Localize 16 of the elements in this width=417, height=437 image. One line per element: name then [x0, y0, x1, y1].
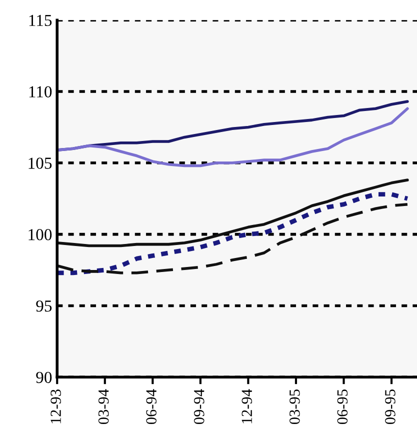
y-tick-label: 115 — [29, 14, 52, 26]
y-tick-label: 100 — [28, 229, 52, 240]
line-series — [57, 107, 409, 168]
x-tick-label: 09-94 — [194, 389, 204, 424]
x-tick-label: 03-94 — [98, 389, 109, 424]
x-tick-label: 06-94 — [146, 389, 156, 424]
x-tick-label: 12-94 — [242, 389, 252, 424]
x-tick-label: 03-95 — [289, 390, 300, 424]
line-series — [57, 178, 409, 248]
x-tick-label: 06-95 — [337, 390, 348, 424]
x-tick-label: 12-93 — [50, 390, 61, 424]
x-tick-label: 09-95 — [385, 390, 396, 424]
y-tick-label: 95 — [36, 300, 52, 312]
y-tick-label: 105 — [28, 158, 52, 169]
y-tick-label: 110 — [29, 86, 52, 98]
y-tick-label: 90 — [36, 372, 52, 384]
